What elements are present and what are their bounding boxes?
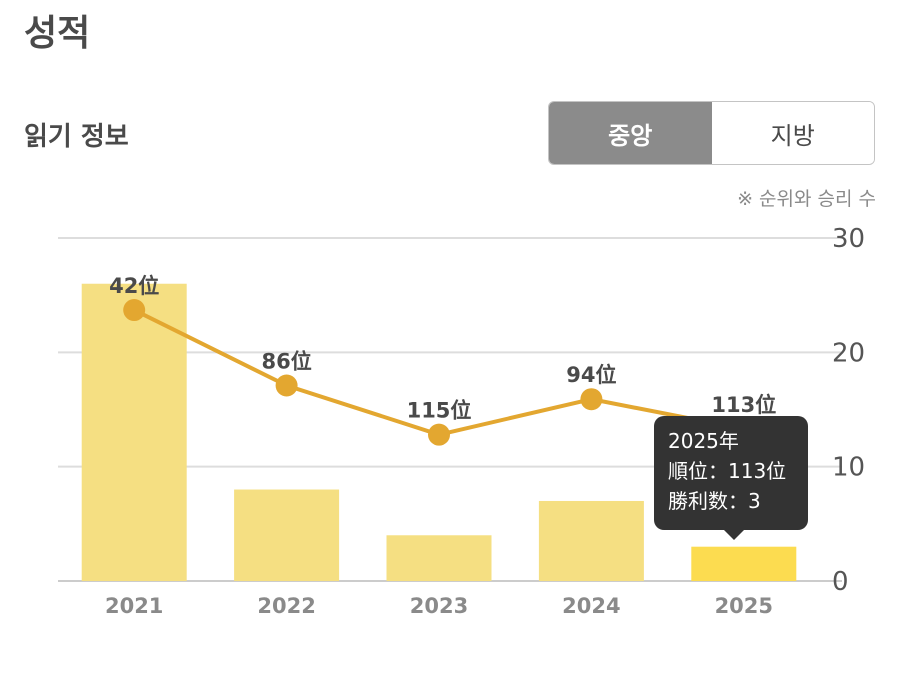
x-tick-label: 2023 xyxy=(410,594,468,618)
bar xyxy=(81,283,187,581)
rank-label: 113位 xyxy=(711,393,776,417)
rank-point xyxy=(428,423,450,446)
rank-point xyxy=(275,374,298,397)
x-tick-label: 2021 xyxy=(105,594,163,618)
rank-label: 94位 xyxy=(566,363,616,387)
chart-note: ※ 순위와 승리 수 xyxy=(737,188,876,210)
rank-label: 115位 xyxy=(407,399,472,423)
y-tick-label: 10 xyxy=(832,453,865,483)
tooltip-wins: 勝利数：3 xyxy=(668,489,761,513)
y-tick-label: 30 xyxy=(832,224,865,254)
chart-tooltip: 2025年 順位：113位 勝利数：3 xyxy=(654,416,808,540)
rank-point xyxy=(123,299,146,322)
x-tick-label: 2025 xyxy=(715,594,773,618)
rank-label: 42位 xyxy=(109,274,159,298)
tooltip-year: 2025年 xyxy=(668,429,739,453)
rank-label: 86位 xyxy=(261,349,311,373)
tooltip-rank: 順位：113位 xyxy=(668,459,787,483)
rank-point xyxy=(580,388,603,411)
bar xyxy=(386,535,492,581)
bar xyxy=(691,546,797,581)
bar xyxy=(234,489,340,581)
x-tick-label: 2022 xyxy=(257,594,315,618)
page-title: 성적 xyxy=(24,13,91,54)
y-tick-label: 20 xyxy=(832,338,865,368)
y-tick-label: 0 xyxy=(832,567,849,597)
section-title: 읽기 정보 xyxy=(24,122,129,152)
bar xyxy=(538,500,644,581)
x-tick-label: 2024 xyxy=(562,594,620,618)
region-toggle: 중앙 지방 xyxy=(548,101,875,165)
central-tab[interactable]: 중앙 xyxy=(549,102,712,164)
local-tab[interactable]: 지방 xyxy=(711,102,874,164)
